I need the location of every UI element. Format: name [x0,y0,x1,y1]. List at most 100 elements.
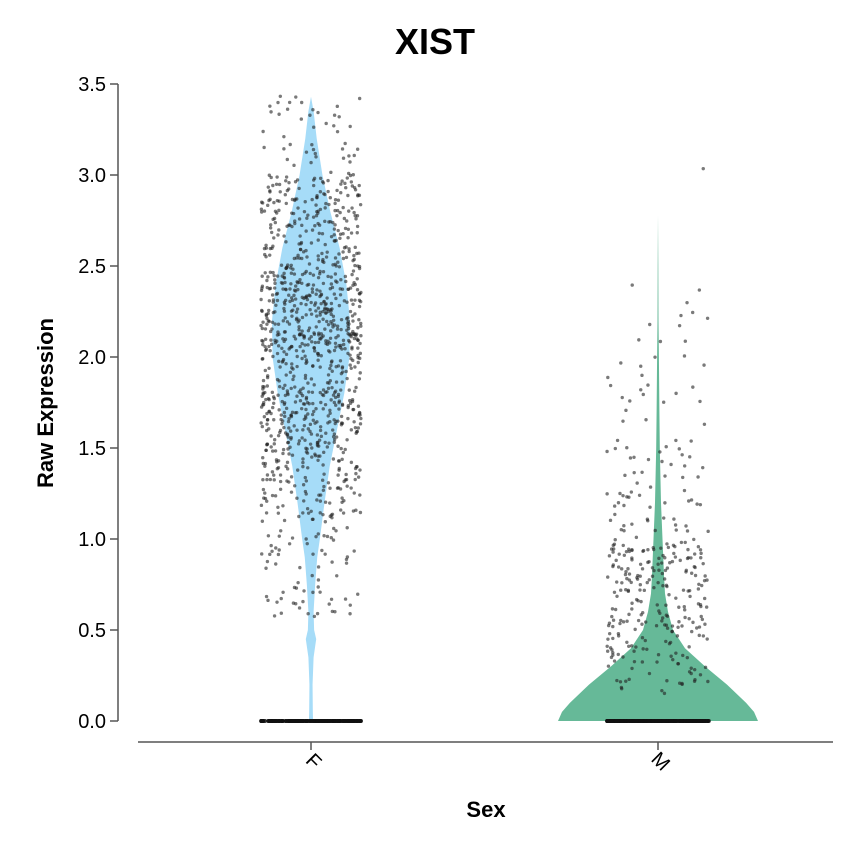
data-point [634,535,639,540]
data-point [304,358,309,362]
data-point [267,344,271,349]
data-point [611,547,616,551]
data-point [328,336,333,340]
data-point [302,499,306,503]
data-point [611,650,615,655]
data-point [336,364,341,368]
data-point [323,327,327,331]
y-tick-label: 1.0 [78,529,106,551]
data-point [340,496,344,500]
data-point [665,566,670,570]
data-point [329,309,333,313]
data-point [309,312,314,316]
data-point [269,445,273,449]
data-point [645,517,650,521]
data-point [357,377,362,381]
data-point [358,510,363,515]
data-point [332,418,336,422]
data-point [664,613,669,617]
data-point [326,481,331,485]
data-point [301,460,305,465]
data-point [340,147,345,151]
data-point [325,307,330,312]
data-point [281,359,285,363]
data-point [329,363,333,368]
data-point [323,552,327,556]
data-point [333,208,337,213]
data-point [310,228,315,232]
data-point [358,202,363,207]
data-point [357,96,362,101]
data-point [611,624,615,629]
data-point [293,219,297,223]
data-point [335,574,339,578]
data-point [324,431,328,435]
data-point [318,425,323,429]
data-point [622,524,626,528]
data-point [323,242,327,247]
data-point [611,636,615,641]
data-point [305,255,309,259]
data-point [288,299,292,304]
data-point [691,620,695,625]
data-point [269,338,273,342]
data-point [313,151,317,156]
data-point [681,588,686,592]
y-tick-label: 3.5 [78,74,106,96]
data-point [269,434,273,438]
data-point [271,298,276,302]
data-point [265,422,269,426]
data-point [302,417,306,421]
data-point [300,436,304,440]
data-point [272,473,276,477]
data-point [274,182,279,186]
data-point [346,351,350,356]
data-point [350,314,355,318]
data-point [304,269,308,274]
data-point [316,221,320,226]
data-point [662,691,667,696]
data-point [624,679,628,683]
data-point [615,678,619,683]
data-point [290,211,294,215]
axes-layer: 0.0 0.5 1.0 1.5 2.0 2.5 3.0 3.5 F M [78,74,833,775]
data-point [296,442,301,446]
data-point [307,402,311,406]
data-point [277,548,281,552]
data-point [650,719,655,723]
data-point [321,281,326,286]
data-point [300,329,304,333]
data-point [318,590,322,594]
data-point [281,287,285,291]
data-point [646,383,650,387]
data-point [313,224,317,228]
data-point [312,331,316,335]
data-point [346,331,350,336]
data-point [303,354,307,358]
data-point [343,181,347,186]
data-point [346,193,350,198]
data-point [311,364,315,368]
data-point [309,509,313,513]
data-point [345,219,349,223]
data-point [310,412,315,417]
data-point [354,471,358,476]
data-point [356,475,361,479]
data-point [358,468,362,472]
data-point [335,188,339,193]
data-point [300,356,304,361]
data-point [282,234,286,238]
data-point [338,232,343,236]
data-point [292,293,296,298]
data-point [351,269,356,273]
data-point [321,488,326,492]
data-point [283,383,287,387]
data-point [292,256,297,261]
data-point [304,361,308,365]
data-point [260,519,265,523]
data-point [625,619,629,623]
data-point [281,719,286,723]
data-point [653,528,657,533]
data-point [265,559,270,564]
data-point [334,264,338,268]
